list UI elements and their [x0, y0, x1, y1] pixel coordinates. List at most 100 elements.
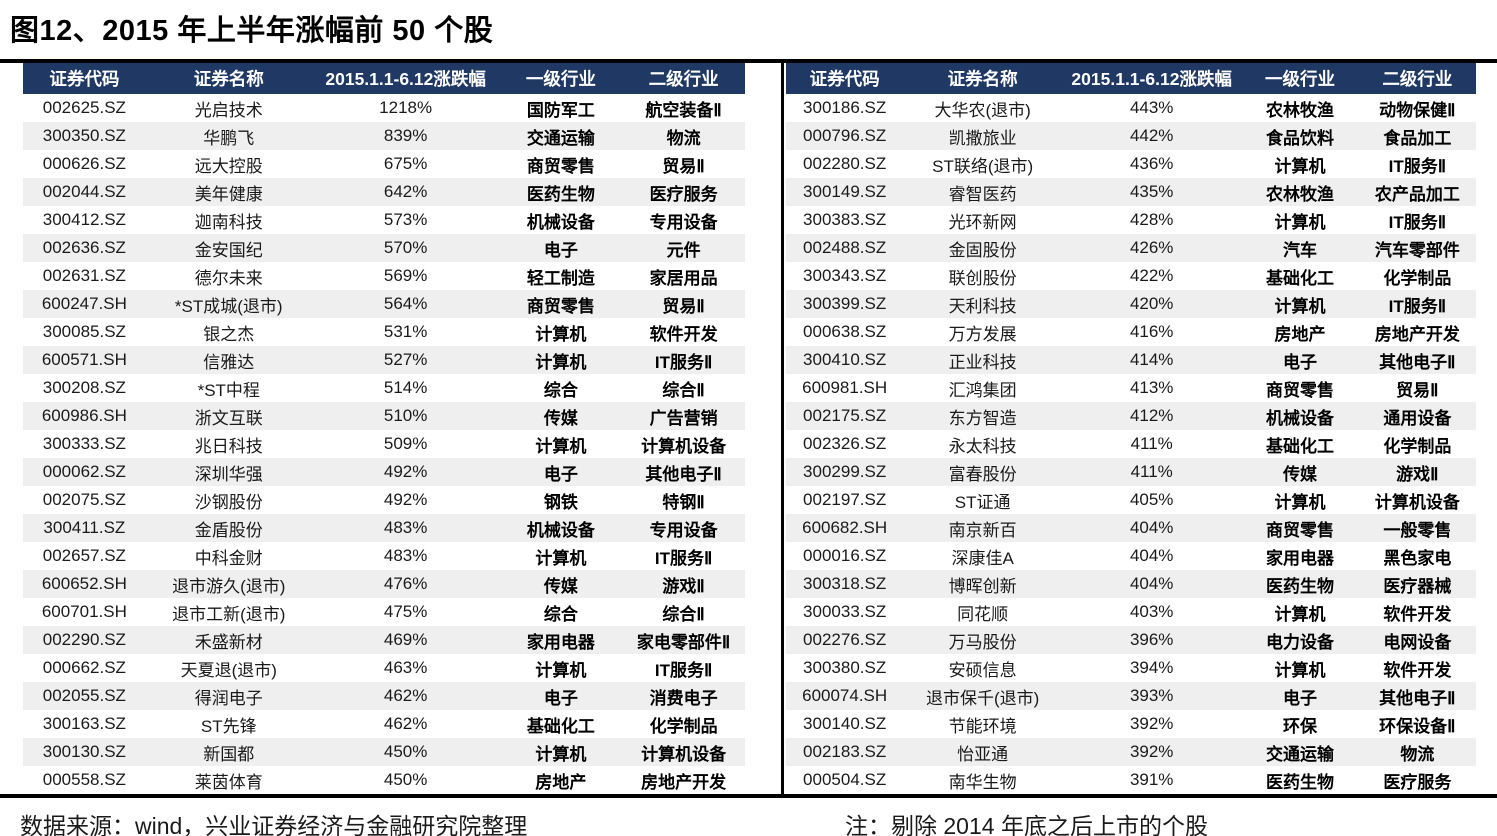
stock-code-cell: 002183.SZ	[786, 738, 904, 766]
industry-l1-cell: 电力设备	[1241, 626, 1359, 654]
table-row: 300380.SZ 安硕信息 394% 计算机 软件开发	[786, 654, 1476, 682]
table-row: 600682.SH 南京新百 404% 商贸零售 一般零售	[786, 514, 1476, 542]
industry-l2-cell: 游戏Ⅱ	[622, 570, 745, 598]
table-row: 300140.SZ 节能环境 392% 环保 环保设备Ⅱ	[786, 710, 1476, 738]
industry-l2-cell: 化学制品	[1383, 436, 1452, 456]
table-row: 002290.SZ 禾盛新材 469% 家用电器 家电零部件Ⅱ	[23, 626, 745, 654]
stock-name-cell: ST证通	[954, 492, 1011, 512]
stock-name-cell: 万方发展	[948, 324, 1017, 344]
industry-l1-cell: 基础化工	[1266, 268, 1335, 288]
industry-l1-cell: 轻工制造	[526, 268, 595, 288]
table-row: 600701.SH 退市工新(退市) 475% 综合 综合Ⅱ	[23, 598, 745, 626]
industry-l1-cell: 电子	[499, 234, 623, 262]
industry-l2-cell: 综合Ⅱ	[662, 380, 705, 400]
stock-code-cell: 300343.SZ	[803, 266, 887, 285]
stock-name-cell: ST先锋	[200, 716, 257, 736]
industry-l1-cell: 计算机	[535, 660, 587, 680]
stock-name-cell: 金盾股份	[145, 514, 312, 542]
table-row: 000016.SZ 深康佳A 404% 家用电器 黑色家电	[786, 542, 1476, 570]
col-header-stock-name: 证券名称	[903, 63, 1062, 94]
table-row: 300149.SZ 睿智医药 435% 农林牧渔 农产品加工	[786, 178, 1476, 206]
table-row: 000062.SZ 深圳华强 492% 电子 其他电子Ⅱ	[23, 458, 745, 486]
stock-name-cell: 中科金财	[194, 548, 263, 568]
stock-name-cell: 新国都	[145, 738, 312, 766]
stock-name-cell: 德尔未来	[194, 268, 263, 288]
stock-code-cell: 300163.SZ	[42, 714, 126, 733]
industry-l1-cell: 计算机	[1241, 290, 1359, 318]
stock-code-cell: 300380.SZ	[803, 658, 887, 677]
industry-l2-cell: 一般零售	[1358, 514, 1476, 542]
stock-code-cell: 300208.SZ	[42, 378, 126, 397]
change-pct-cell: 462%	[383, 714, 428, 733]
change-pct-cell: 426%	[1061, 234, 1242, 262]
industry-l1-cell: 房地产	[535, 772, 587, 792]
industry-l2-cell: 消费电子	[622, 682, 745, 710]
industry-l1-cell: 计算机	[1274, 604, 1326, 624]
change-pct-cell: 412%	[1061, 402, 1242, 430]
industry-l2-cell: 家居用品	[649, 268, 718, 288]
stock-code-cell: 002055.SZ	[23, 682, 146, 710]
stock-name-cell: 永太科技	[948, 436, 1017, 456]
industry-l2-cell: 软件开发	[1383, 660, 1452, 680]
change-pct-cell: 404%	[1129, 546, 1174, 565]
industry-l2-cell: 物流	[622, 122, 745, 150]
industry-l1-cell: 计算机	[535, 324, 587, 344]
change-pct-cell: 420%	[1061, 290, 1242, 318]
industry-l2-cell: 环保设备Ⅱ	[1379, 716, 1456, 736]
industry-l1-cell: 商贸零售	[1241, 514, 1359, 542]
industry-l1-cell: 计算机	[1274, 212, 1326, 232]
industry-l2-cell: 综合Ⅱ	[662, 604, 705, 624]
tables-container: 证券代码 证券名称 2015.1.1-6.12涨跌幅 一级行业 二级行业 002…	[0, 63, 1497, 794]
stock-name-cell: 退市工新(退市)	[172, 604, 286, 624]
stock-code-cell: 300318.SZ	[786, 570, 904, 598]
industry-l2-cell: IT服务Ⅱ	[1388, 156, 1447, 176]
change-pct-cell: 475%	[383, 602, 428, 621]
col-header-change-pct: 2015.1.1-6.12涨跌幅	[311, 63, 500, 94]
table-row: 000626.SZ 远大控股 675% 商贸零售 贸易Ⅱ	[23, 150, 745, 178]
stock-code-cell: 002625.SZ	[42, 98, 126, 117]
figure-title: 图12、2015 年上半年涨幅前 50 个股	[10, 15, 494, 47]
stock-code-cell: 300186.SZ	[803, 98, 887, 117]
change-pct-cell: 510%	[311, 402, 500, 430]
stock-name-cell: 银之杰	[203, 324, 255, 344]
stock-name-cell: 金安国纪	[145, 234, 312, 262]
change-pct-cell: 393%	[1061, 682, 1242, 710]
stock-code-cell: 600682.SH	[786, 514, 904, 542]
stock-code-cell: 300410.SZ	[786, 346, 904, 374]
col-header-industry-l1: 一级行业	[499, 63, 623, 94]
stock-code-cell: 300140.SZ	[803, 714, 887, 733]
industry-l1-cell: 电子	[499, 458, 623, 486]
stock-code-cell: 600986.SH	[23, 402, 146, 430]
industry-l2-cell: 贸易Ⅱ	[662, 156, 705, 176]
table-row: 002488.SZ 金固股份 426% 汽车 汽车零部件	[786, 234, 1476, 262]
industry-l1-cell: 计算机	[535, 548, 587, 568]
stock-code-cell: 002175.SZ	[786, 402, 904, 430]
stock-code-cell: 300299.SZ	[786, 458, 904, 486]
stock-name-cell: 东方智造	[903, 402, 1062, 430]
table-row: 300163.SZ ST先锋 462% 基础化工 化学制品	[23, 710, 745, 738]
industry-l2-cell: 化学制品	[649, 716, 718, 736]
change-pct-cell: 435%	[1061, 178, 1242, 206]
table-row: 600074.SH 退市保千(退市) 393% 电子 其他电子Ⅱ	[786, 682, 1476, 710]
stock-code-cell: 002326.SZ	[803, 434, 887, 453]
stock-name-cell: 富春股份	[903, 458, 1062, 486]
change-pct-cell: 675%	[383, 154, 428, 173]
table-row: 002175.SZ 东方智造 412% 机械设备 通用设备	[786, 402, 1476, 430]
industry-l2-cell: 医疗服务	[622, 178, 745, 206]
table-row: 002280.SZ ST联络(退市) 436% 计算机 IT服务Ⅱ	[786, 150, 1476, 178]
stock-name-cell: 沙钢股份	[194, 492, 263, 512]
stock-name-cell: 光环新网	[948, 212, 1017, 232]
industry-l1-cell: 计算机	[1274, 660, 1326, 680]
industry-l2-cell: 食品加工	[1358, 122, 1476, 150]
industry-l1-cell: 综合	[543, 380, 578, 400]
industry-l2-cell: 贸易Ⅱ	[622, 290, 745, 318]
top-rule	[0, 59, 1497, 63]
change-pct-cell: 573%	[383, 210, 428, 229]
stock-code-cell: 300085.SZ	[42, 322, 126, 341]
change-pct-cell: 436%	[1129, 154, 1174, 173]
industry-l1-cell: 机械设备	[1241, 402, 1359, 430]
table-row: 002276.SZ 万马股份 396% 电力设备 电网设备	[786, 626, 1476, 654]
change-pct-cell: 527%	[311, 346, 500, 374]
col-header-stock-code: 证券代码	[23, 63, 146, 94]
stock-code-cell: 002075.SZ	[42, 490, 126, 509]
